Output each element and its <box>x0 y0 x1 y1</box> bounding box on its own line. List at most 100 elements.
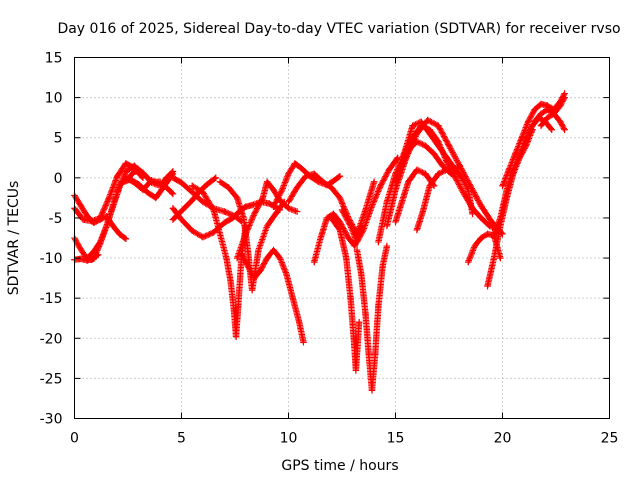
data-point <box>291 160 299 167</box>
data-point <box>116 182 123 190</box>
data-point <box>300 339 307 346</box>
data-point <box>353 246 361 254</box>
y-tick-label: -10 <box>40 251 63 267</box>
data-point <box>505 166 513 174</box>
data-point <box>465 258 472 266</box>
data-point <box>405 178 412 186</box>
data-point <box>328 184 335 191</box>
x-axis-label: GPS time / hours <box>281 458 398 474</box>
data-point <box>347 222 354 230</box>
data-point <box>118 179 125 186</box>
data-point <box>375 302 382 310</box>
data-point <box>360 226 367 234</box>
data-point <box>531 106 538 113</box>
data-point <box>221 219 228 226</box>
x-tick-label: 10 <box>280 431 298 447</box>
data-point <box>79 216 87 223</box>
data-point <box>227 278 234 286</box>
data-point <box>443 166 451 174</box>
data-point <box>169 205 177 212</box>
data-point <box>182 203 189 210</box>
data-point <box>232 333 240 340</box>
data-point <box>413 166 421 174</box>
data-point <box>345 234 352 242</box>
data-point <box>471 242 478 250</box>
data-point <box>109 222 117 230</box>
x-tick-label: 15 <box>387 431 405 447</box>
data-point <box>347 294 354 302</box>
data-point <box>285 205 292 212</box>
data-point <box>189 227 196 234</box>
data-point <box>122 235 130 243</box>
data-point <box>272 210 279 218</box>
data-point <box>375 238 382 246</box>
data-point <box>435 170 442 178</box>
data-point <box>122 168 130 175</box>
data-point <box>456 162 463 169</box>
y-tick-label: 10 <box>45 91 63 107</box>
data-point <box>109 202 117 210</box>
data-point <box>465 186 472 194</box>
data-point <box>285 198 292 206</box>
data-point <box>557 102 564 109</box>
data-point <box>75 242 82 250</box>
data-point <box>336 226 344 234</box>
data-point <box>477 214 485 222</box>
data-point <box>490 254 498 262</box>
data-point <box>310 170 318 178</box>
data-point <box>244 246 252 254</box>
y-tick-label: 5 <box>54 131 63 147</box>
data-point <box>350 335 357 342</box>
data-point <box>529 122 536 129</box>
data-point <box>561 94 568 101</box>
data-point <box>330 210 337 218</box>
data-point <box>497 254 504 262</box>
data-point <box>561 126 568 133</box>
data-point <box>248 286 256 294</box>
data-point <box>385 166 393 174</box>
data-point <box>330 177 337 185</box>
data-point <box>417 118 425 125</box>
data-point <box>383 198 391 206</box>
data-point <box>96 238 104 246</box>
data-point <box>352 367 360 374</box>
data-point <box>178 179 185 186</box>
data-point <box>368 387 376 394</box>
data-point <box>518 134 525 141</box>
data-point <box>148 179 155 186</box>
data-point <box>199 233 207 241</box>
series-pass-24 <box>392 166 438 226</box>
data-point <box>365 351 372 358</box>
data-point <box>338 206 346 214</box>
data-point <box>223 254 230 262</box>
data-point <box>358 270 365 278</box>
data-point <box>235 302 242 310</box>
grid <box>74 57 610 419</box>
data-point <box>430 150 438 157</box>
data-point <box>240 214 247 222</box>
data-point <box>139 169 147 177</box>
data-point <box>210 206 217 214</box>
data-point <box>216 178 224 186</box>
x-tick-label: 5 <box>177 431 186 447</box>
data-point <box>105 195 112 202</box>
data-point <box>445 142 453 149</box>
data-point <box>257 266 264 274</box>
data-point <box>225 184 232 191</box>
series-pass-26 <box>413 165 459 234</box>
data-point <box>248 201 256 209</box>
data-point <box>413 130 421 137</box>
data-point <box>242 203 249 210</box>
data-point <box>84 254 91 262</box>
series-pass-19 <box>338 154 401 246</box>
data-point <box>362 311 369 318</box>
data-point <box>251 210 258 218</box>
data-point <box>524 118 532 125</box>
data-point <box>244 262 252 270</box>
series-pass-12 <box>216 178 288 294</box>
data-point <box>488 218 495 226</box>
data-point <box>512 150 519 157</box>
y-axis-label: SDTVAR / TECUs <box>6 181 22 296</box>
data-point <box>169 190 177 198</box>
series-pass-18 <box>328 214 363 374</box>
